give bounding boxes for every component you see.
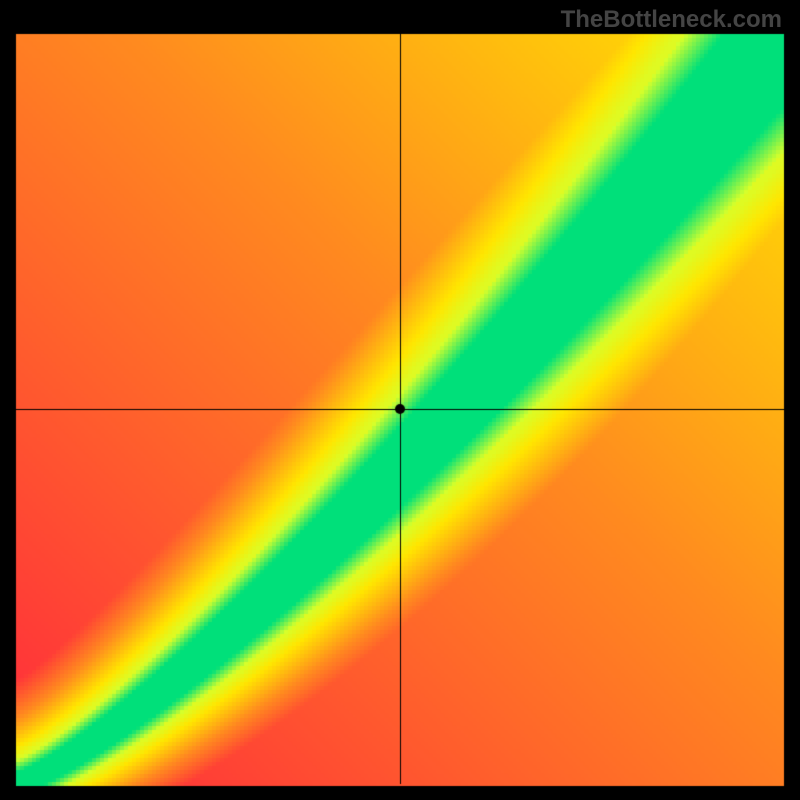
chart-container: TheBottleneck.com [0, 0, 800, 800]
bottleneck-heatmap-canvas [0, 0, 800, 800]
watermark-text: TheBottleneck.com [561, 6, 782, 34]
